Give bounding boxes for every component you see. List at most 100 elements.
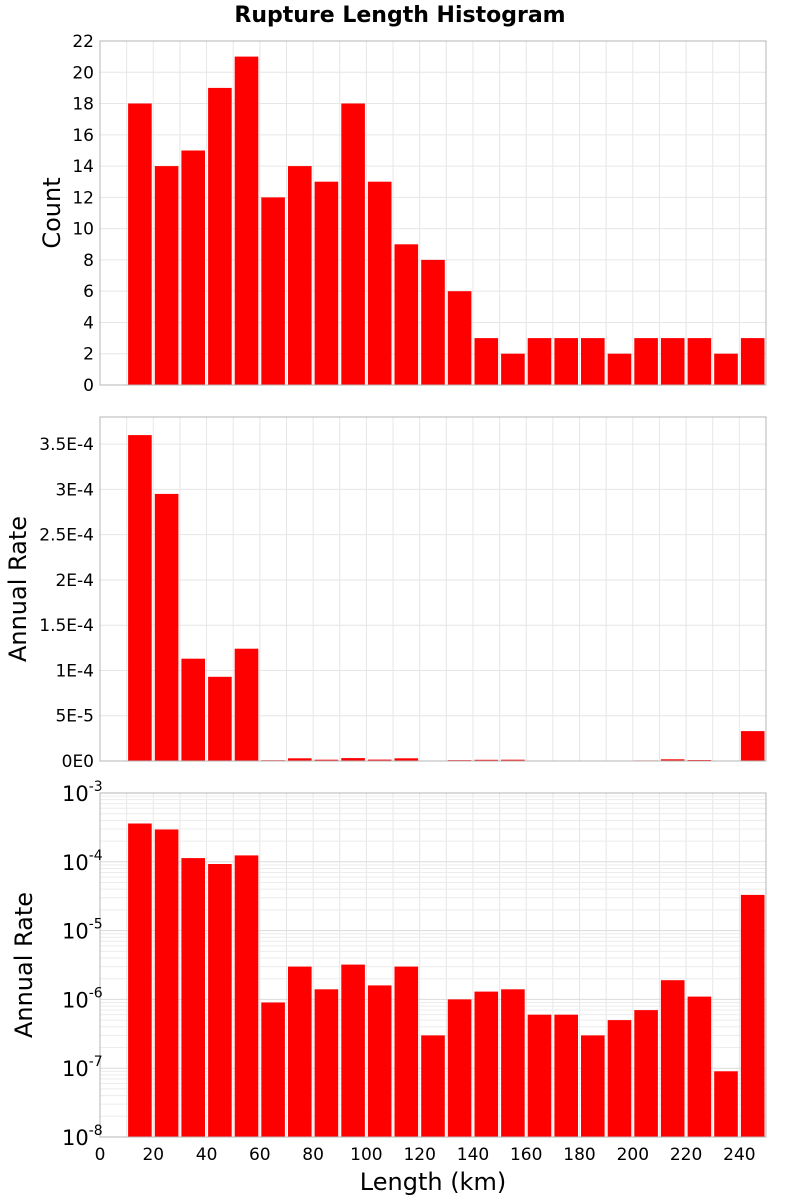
bar (501, 353, 525, 385)
bar (181, 658, 205, 761)
gridlines (100, 417, 766, 761)
y-axis-title: Count (38, 177, 66, 248)
plot-frame (99, 416, 767, 762)
y-tick-label: 20 (72, 63, 94, 83)
figure-title: Rupture Length Histogram (234, 3, 565, 28)
bar (314, 759, 339, 761)
y-tick-label: 2.5E-4 (39, 526, 94, 546)
bar (208, 676, 232, 761)
y-axis-title: Annual Rate (10, 892, 38, 1038)
bar (607, 1020, 632, 1137)
bar (154, 166, 179, 385)
y-tick-label: 1.5E-4 (39, 616, 94, 636)
bar (501, 759, 525, 761)
bar (554, 1014, 578, 1137)
bar (181, 858, 205, 1137)
bar (154, 493, 179, 761)
y-tick-labels: 0 2 4 6 8 10 12 14 16 18 20 22 (72, 32, 94, 396)
bar (687, 338, 712, 385)
bar (288, 166, 312, 385)
y-tick-label: 10-3 (62, 779, 103, 806)
bar (154, 829, 179, 1137)
y-tick-label: 3E-4 (55, 480, 94, 500)
bar (288, 966, 312, 1137)
y-tick-label: 3.5E-4 (39, 435, 94, 455)
bar (740, 338, 765, 385)
bar (740, 894, 765, 1137)
bar (581, 338, 605, 385)
bar (714, 1071, 738, 1137)
y-tick-label: 1E-4 (55, 662, 94, 682)
y-tick-label: 18 (72, 95, 94, 115)
bar (128, 103, 152, 385)
x-tick-label: 160 (510, 1145, 542, 1165)
x-tick-label: 40 (196, 1145, 218, 1165)
y-tick-label: 2 (83, 345, 94, 365)
bar (367, 181, 392, 385)
bar (261, 1002, 285, 1137)
y-tick-label: 10-5 (62, 917, 103, 944)
y-tick-label: 8 (83, 251, 94, 271)
bar (554, 338, 578, 385)
x-tick-label: 180 (563, 1145, 595, 1165)
bar (208, 87, 232, 386)
bars (128, 56, 765, 386)
y-tick-label: 5E-5 (55, 707, 94, 727)
bar (447, 291, 472, 385)
bars (128, 823, 765, 1137)
y-tick-label: 4 (83, 314, 94, 334)
bar (527, 1014, 552, 1137)
bar (660, 980, 685, 1137)
y-tick-label: 0E0 (62, 752, 94, 772)
bar (367, 985, 392, 1137)
bar (341, 758, 365, 761)
y-tick-label: 16 (72, 126, 94, 146)
x-tick-label: 120 (403, 1145, 435, 1165)
bar (447, 999, 472, 1137)
y-tick-label: 0 (83, 376, 94, 396)
bar (634, 338, 658, 385)
bar (394, 244, 419, 385)
bar (128, 435, 152, 761)
annual-rate-log-panel: 10-3 10-4 10-5 10-6 10-7 10-80 20 40 60 80 100 120 1… (10, 779, 767, 1196)
bar (687, 996, 712, 1137)
x-tick-label: 20 (142, 1145, 164, 1165)
bar (341, 103, 365, 385)
x-tick-label: 220 (670, 1145, 702, 1165)
bar (581, 1035, 605, 1137)
bar (288, 758, 312, 761)
x-tick-label: 80 (302, 1145, 324, 1165)
plot-frame (99, 40, 767, 386)
y-tick-label: 6 (83, 282, 94, 302)
x-tick-label: 100 (350, 1145, 382, 1165)
y-tick-label: 22 (72, 32, 94, 52)
bar (501, 989, 525, 1137)
plot-frame (99, 792, 767, 1138)
x-tick-labels: 0 20 40 60 80 100 120 140 160 180 200 220 240 (95, 1145, 756, 1165)
bar (660, 338, 685, 385)
bar (421, 259, 445, 385)
x-tick-label: 60 (249, 1145, 271, 1165)
y-tick-label: 10-4 (62, 848, 103, 875)
y-axis-title: Annual Rate (4, 516, 32, 662)
x-axis-title: Length (km) (360, 1168, 506, 1196)
bar (740, 731, 765, 761)
bar (474, 338, 499, 385)
bar (394, 758, 419, 761)
bar (607, 353, 632, 385)
annual-rate-linear-panel: 0E0 5E-5 1E-4 1.5E-4 2E-4 2.5E-4 3E-4 3.5E-4 Ann… (4, 416, 767, 772)
y-tick-label: 10 (72, 220, 94, 240)
bar (234, 648, 259, 761)
count-histogram-panel: 0 2 4 6 8 10 12 14 16 18 20 22 Count (38, 32, 767, 396)
bar (527, 338, 552, 385)
y-tick-label: 10-6 (62, 985, 103, 1012)
bar (474, 991, 499, 1137)
y-tick-label: 12 (72, 188, 94, 208)
bar (208, 864, 232, 1137)
bar (128, 823, 152, 1137)
y-tick-label: 2E-4 (55, 571, 94, 591)
bar (234, 855, 259, 1137)
bar (634, 1010, 658, 1137)
x-tick-label: 0 (95, 1145, 106, 1165)
